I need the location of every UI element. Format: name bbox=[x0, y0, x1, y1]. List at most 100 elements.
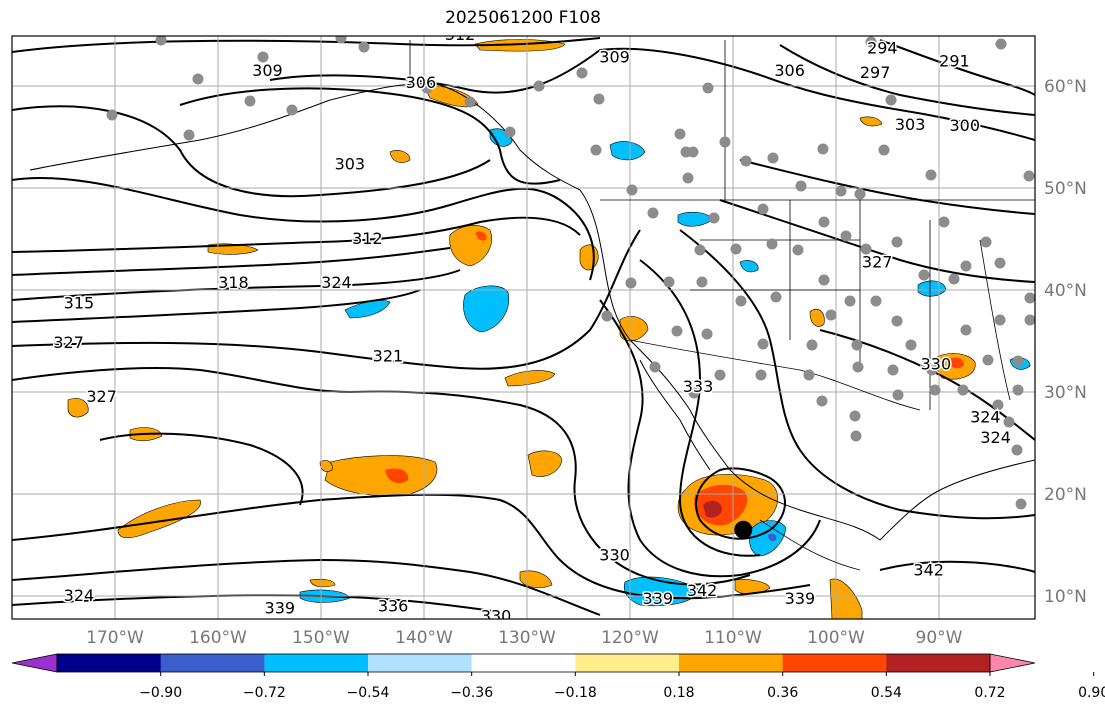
contour-line bbox=[12, 177, 595, 281]
contour-line bbox=[269, 47, 1035, 141]
contour-label-15: 327 bbox=[53, 333, 84, 352]
colorbar-tick-label-6: 0.36 bbox=[767, 685, 798, 701]
shade-positive bbox=[117, 499, 201, 539]
contour-line bbox=[739, 159, 1035, 215]
shade-positive bbox=[619, 316, 649, 342]
shade-positive bbox=[809, 308, 825, 327]
storm-center-marker bbox=[734, 520, 753, 539]
colorbar-tick-label-4: −0.18 bbox=[554, 685, 597, 701]
shade-negative bbox=[739, 260, 759, 273]
shade-positive bbox=[389, 150, 411, 163]
colorbar-segment-5 bbox=[575, 654, 680, 672]
contour-label-23: 330 bbox=[599, 545, 630, 564]
contour-label-25: 342 bbox=[687, 581, 718, 600]
contour-label-7: 300 bbox=[949, 116, 980, 135]
contour-label-24: 339 bbox=[643, 589, 674, 608]
colorbar-segment-2 bbox=[264, 654, 369, 672]
shade-positive bbox=[67, 398, 89, 418]
contour-label-5: 297 bbox=[860, 63, 891, 82]
lon-label-6: 110°W bbox=[704, 628, 762, 648]
contour-label-1: 309 bbox=[599, 48, 630, 67]
lon-label-5: 120°W bbox=[601, 628, 659, 648]
contour-label-8: 309 bbox=[252, 61, 283, 80]
shade-positive bbox=[309, 578, 336, 588]
contour-line bbox=[12, 247, 451, 276]
contour-label-26: 339 bbox=[785, 589, 816, 608]
contour-label-19: 327 bbox=[862, 253, 893, 272]
shade-positive-strong bbox=[476, 231, 487, 241]
contour-line bbox=[12, 216, 581, 253]
colorbar-arrow-left bbox=[11, 653, 58, 673]
longitude-labels: 170°W 160°W 150°W 140°W 130°W 120°W 110°… bbox=[86, 628, 963, 648]
contour-line bbox=[12, 289, 421, 323]
contour-label-11: 312 bbox=[352, 229, 383, 248]
contour-label-10: 303 bbox=[335, 155, 366, 174]
colorbar-segment-1 bbox=[160, 654, 265, 672]
colorbar-tick-label-3: −0.36 bbox=[450, 685, 493, 701]
contour-label-29: 339 bbox=[265, 598, 296, 617]
shade-negative bbox=[609, 141, 646, 161]
contour-label-14: 315 bbox=[64, 293, 95, 312]
plot-frame bbox=[11, 35, 1036, 620]
lon-label-8: 90°W bbox=[916, 628, 963, 648]
shade-positive bbox=[734, 579, 771, 595]
lon-label-4: 130°W bbox=[498, 628, 556, 648]
lat-label-4: 20°N bbox=[1044, 485, 1087, 505]
lat-label-1: 50°N bbox=[1044, 179, 1087, 199]
contour-line bbox=[99, 432, 304, 506]
contour-line bbox=[12, 105, 491, 198]
contour-line bbox=[179, 87, 561, 185]
border-line bbox=[629, 339, 921, 411]
lon-label-2: 150°W bbox=[292, 628, 350, 648]
contour-label-18: 333 bbox=[683, 377, 714, 396]
contour-labels: 312 309 306 294 291 297 303 300 309 306 303 312 318 3… bbox=[52, 36, 1013, 626]
shade-negative-strong bbox=[768, 533, 777, 542]
contour-label-13: 324 bbox=[321, 273, 352, 292]
contour-line bbox=[12, 269, 461, 301]
contour-label-21: 324 bbox=[970, 408, 1001, 427]
contour-line bbox=[779, 44, 1035, 116]
latitude-labels: 60°N 50°N 40°N 30°N 20°N 10°N bbox=[1044, 77, 1087, 607]
contour-line bbox=[719, 199, 1035, 283]
contour-label-9: 306 bbox=[406, 73, 437, 92]
contour-lines bbox=[12, 37, 1035, 616]
colorbar-segment-4 bbox=[471, 654, 576, 672]
border-line bbox=[759, 519, 861, 571]
colorbar-tick-label-1: −0.72 bbox=[243, 685, 286, 701]
contour-label-22: 324 bbox=[980, 428, 1011, 447]
contour-label-27: 342 bbox=[913, 561, 944, 580]
colorbar-segment-0 bbox=[57, 654, 162, 672]
coastline bbox=[879, 459, 1035, 541]
colorbar-segment-6 bbox=[679, 654, 784, 672]
contour-label-2: 306 bbox=[774, 61, 805, 80]
contour-line bbox=[12, 558, 601, 616]
contour-line bbox=[599, 299, 821, 578]
contour-label-30: 336 bbox=[378, 596, 409, 615]
station-dots bbox=[106, 36, 1035, 510]
shade-negative bbox=[463, 285, 510, 333]
contour-line bbox=[12, 493, 811, 600]
contour-line bbox=[695, 467, 786, 540]
lat-label-0: 60°N bbox=[1044, 77, 1087, 97]
lon-label-3: 140°W bbox=[395, 628, 453, 648]
lat-label-3: 30°N bbox=[1044, 383, 1087, 403]
coastline bbox=[639, 359, 711, 471]
colorbar-tick-label-7: 0.54 bbox=[871, 685, 902, 701]
contour-label-31: 330 bbox=[481, 607, 512, 626]
coastline bbox=[29, 83, 881, 541]
contour-label-16: 321 bbox=[373, 346, 404, 365]
shade-positive-core bbox=[703, 500, 722, 518]
plot-area bbox=[12, 36, 1035, 619]
contour-line bbox=[12, 367, 751, 586]
contour-line bbox=[639, 259, 761, 557]
colorbar-segment-3 bbox=[368, 654, 473, 672]
contour-label-4: 291 bbox=[939, 52, 970, 71]
shade-positive bbox=[504, 370, 556, 387]
lon-label-7: 100°W bbox=[807, 628, 865, 648]
colorbar-segment-8 bbox=[886, 654, 991, 672]
border-line bbox=[979, 239, 1011, 401]
contour-label-17: 327 bbox=[86, 387, 117, 406]
contour-label-3: 294 bbox=[867, 38, 898, 57]
lon-label-1: 160°W bbox=[189, 628, 247, 648]
